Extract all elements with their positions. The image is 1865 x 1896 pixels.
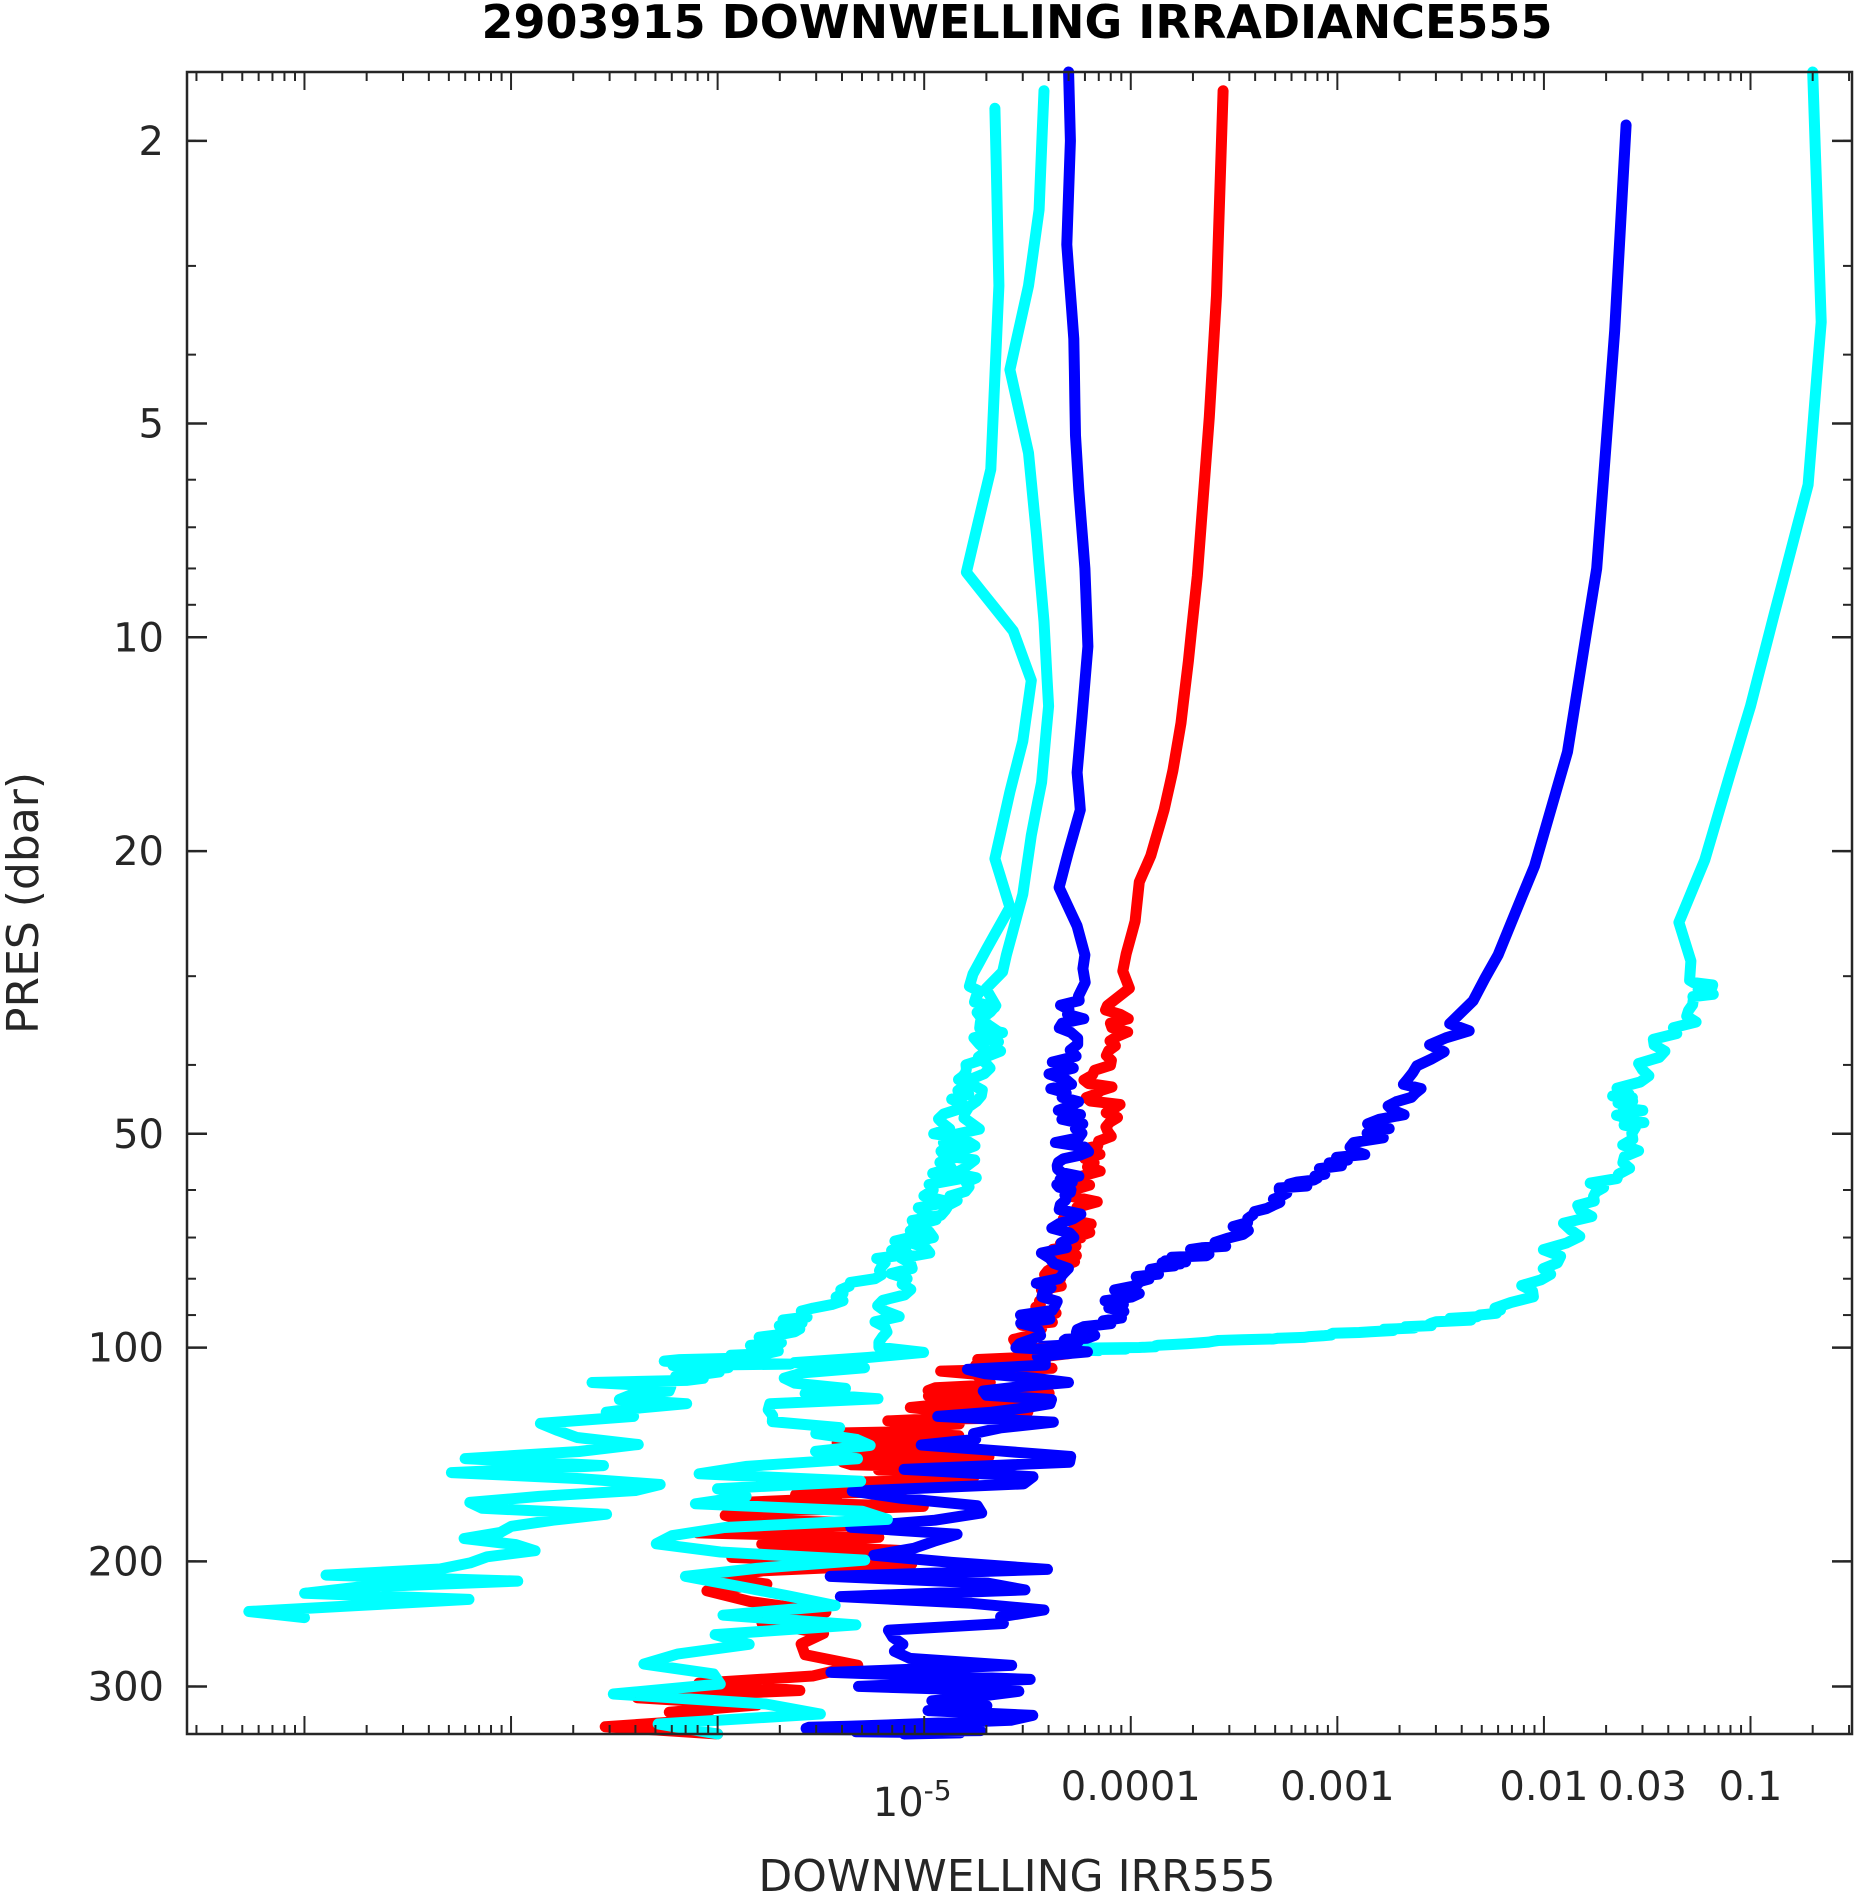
series-line-1	[1060, 66, 1827, 1357]
x-tick-label: 0.001	[1280, 1764, 1395, 1810]
y-tick-label: 100	[88, 1326, 164, 1372]
series-layer	[243, 66, 1827, 1740]
x-tick-label: 0.01	[1499, 1764, 1588, 1810]
y-tick-label: 300	[88, 1664, 164, 1710]
x-tick-label: 0.1	[1719, 1764, 1783, 1810]
series-line-6	[243, 102, 1037, 1624]
x-tick-label-base: 10	[873, 1780, 924, 1826]
x-tick-label: 10-5	[873, 1774, 952, 1826]
x-tick-label-exponent: -5	[924, 1774, 952, 1807]
y-tick-label: 2	[139, 119, 164, 165]
plot-frame	[185, 70, 1854, 1736]
y-tick-label: 50	[113, 1112, 164, 1158]
ticks-layer	[187, 72, 1852, 1734]
chart-title: 2903915 DOWNWELLING IRRADIANCE555	[482, 0, 1553, 49]
y-tick-label: 5	[139, 401, 164, 447]
x-axis-label: DOWNWELLING IRR555	[758, 1851, 1275, 1896]
y-tick-label: 20	[113, 829, 164, 875]
y-tick-label: 200	[88, 1539, 164, 1585]
series-line-4	[800, 66, 1095, 1740]
y-tick-label: 10	[113, 615, 164, 661]
x-tick-label: 0.03	[1598, 1764, 1687, 1810]
series-line-2	[1036, 119, 1632, 1354]
x-tick-label: 0.0001	[1061, 1764, 1201, 1810]
y-axis-label: PRES (dbar)	[0, 772, 49, 1034]
